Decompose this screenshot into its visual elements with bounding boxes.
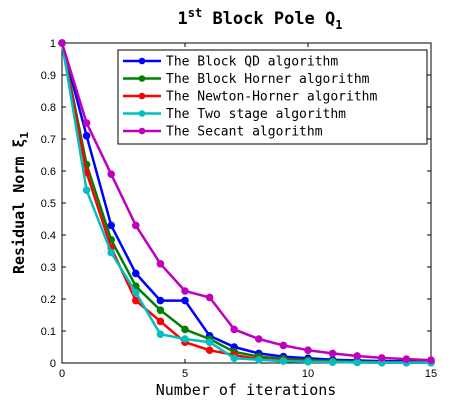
legend-marker (138, 92, 146, 100)
data-point (304, 357, 312, 366)
data-point (378, 354, 386, 362)
legend-item: The Secant algorithm (123, 125, 323, 140)
legend-label: The Secant algorithm (166, 125, 323, 140)
legend-label: The Newton-Horner algorithm (166, 90, 377, 105)
data-point (328, 349, 337, 358)
y-axis-title-subscript: 1 (18, 132, 31, 139)
data-point (107, 221, 115, 230)
series-line (60, 42, 432, 362)
y-tick-label: 0.7 (41, 134, 56, 146)
y-tick-label: 0.9 (41, 70, 56, 82)
data-point (205, 338, 214, 347)
y-axis-title: Residual Norm ξ1 (10, 132, 31, 274)
legend-item: The Two stage algorithm (123, 107, 346, 122)
data-point (279, 357, 288, 365)
y-tick-label: 0.1 (41, 326, 56, 338)
data-point (107, 170, 115, 178)
data-point (181, 296, 189, 305)
data-point (254, 335, 263, 343)
data-point (132, 221, 140, 230)
data-point (82, 186, 91, 194)
legend-item: The Newton-Horner algorithm (123, 90, 377, 105)
legend-marker (138, 75, 146, 82)
data-point (181, 287, 189, 295)
data-point (230, 354, 238, 363)
data-point (156, 306, 165, 315)
data-point (156, 296, 165, 305)
x-tick-label: 10 (302, 368, 314, 380)
data-point (132, 269, 140, 278)
data-point (279, 341, 288, 350)
data-point (132, 288, 140, 297)
y-tick-label: 1 (50, 38, 56, 50)
y-tick-label: 0.2 (41, 294, 56, 306)
data-point (205, 293, 214, 302)
x-tick-label: 0 (59, 368, 65, 380)
data-point (353, 352, 362, 360)
y-tick-label: 0.3 (41, 262, 56, 274)
legend-marker (138, 127, 146, 135)
legend-label: The Block Horner algorithm (166, 72, 370, 87)
x-tick-label: 15 (425, 368, 437, 380)
data-point (82, 119, 91, 127)
legend-box (117, 49, 428, 145)
x-tick-label: 5 (182, 368, 188, 380)
data-point (254, 356, 263, 364)
legend-item: The Block Horner algorithm (123, 72, 370, 87)
data-point (107, 248, 115, 257)
data-point (156, 317, 165, 326)
y-tick-label: 0 (50, 358, 56, 370)
y-axis-title-main: Residual Norm ξ (10, 139, 28, 274)
series-layer (58, 39, 435, 367)
data-point (156, 260, 165, 268)
title-subscript: 1 (335, 18, 342, 32)
legend-label: The Block QD algorithm (166, 55, 338, 70)
chart-title: 1st Block Pole Q1 (178, 6, 343, 32)
y-tick-label: 0.8 (41, 102, 56, 114)
axis-ticks: 0 5 10 15 0 0.1 0.2 0.3 0.4 0.5 0.6 0.7 0.8 0.9 1 (41, 38, 437, 380)
data-point (156, 330, 165, 339)
legend-item: The Block QD algorithm (123, 55, 338, 70)
legend-marker (138, 57, 146, 65)
title-prefix: 1 (178, 9, 188, 29)
legend-label: The Two stage algorithm (166, 107, 346, 122)
data-point (82, 132, 91, 140)
legend: The Block QD algorithm The Block Horner a… (117, 49, 428, 145)
data-point (230, 325, 238, 334)
series-4 (58, 39, 435, 364)
data-point (205, 346, 214, 355)
y-tick-label: 0.5 (41, 198, 56, 210)
data-point (402, 355, 411, 363)
data-point (304, 346, 312, 355)
data-point (58, 39, 66, 47)
data-point (328, 358, 337, 366)
y-tick-label: 0.4 (41, 230, 56, 242)
data-point (181, 335, 189, 343)
title-main: Block Pole Q (202, 9, 335, 29)
data-point (181, 325, 189, 334)
y-tick-label: 0.6 (41, 166, 56, 178)
legend-marker (138, 110, 146, 117)
data-point (427, 356, 435, 364)
x-axis-title: Number of iterations (156, 381, 337, 399)
title-superscript: st (188, 6, 202, 20)
data-point (353, 358, 362, 367)
series-line (60, 42, 431, 364)
